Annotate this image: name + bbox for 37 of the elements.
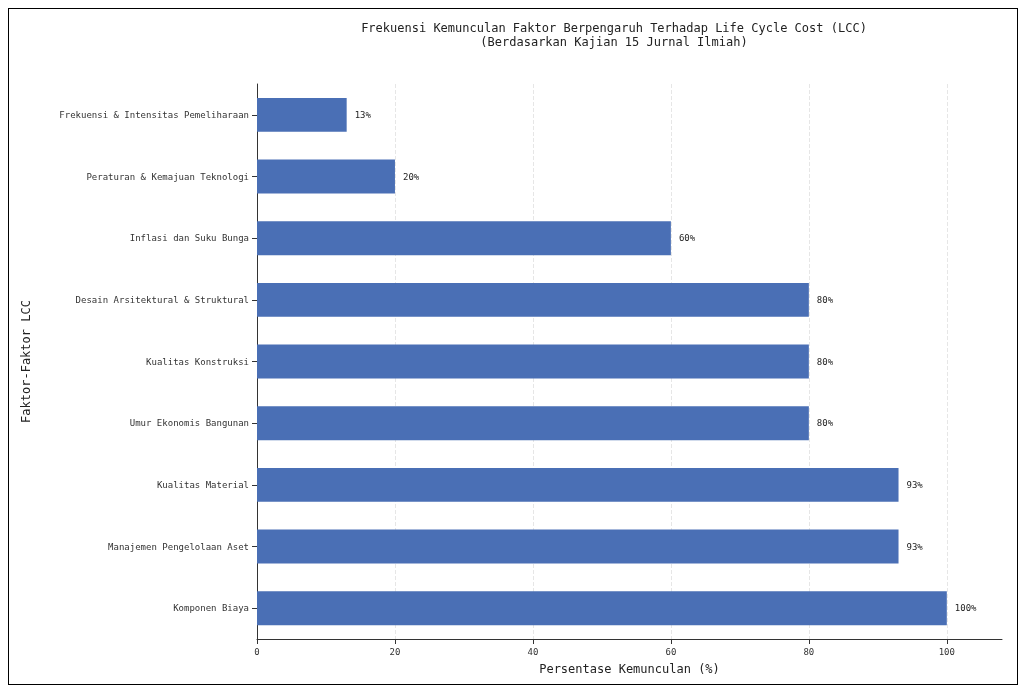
bar <box>257 591 947 626</box>
chart-subtitle: (Berdasarkan Kajian 15 Jurnal Ilmiah) <box>480 35 748 49</box>
data-label: 100% <box>954 603 978 614</box>
bar <box>257 282 809 317</box>
y-tick-label: Komponen Biaya <box>173 603 249 614</box>
data-label: 80% <box>816 356 834 367</box>
bar <box>257 97 347 132</box>
x-tick-label: 20 <box>389 646 401 657</box>
bar <box>257 406 809 441</box>
data-label: 20% <box>402 171 420 182</box>
bar <box>257 221 671 256</box>
y-tick-label: Manajemen Pengelolaan Aset <box>108 541 249 552</box>
y-axis-title: Faktor-Faktor LCC <box>19 300 33 423</box>
y-tick-label: Inflasi dan Suku Bunga <box>129 233 249 244</box>
bar <box>257 159 395 194</box>
y-tick-label: Kualitas Konstruksi <box>146 356 249 367</box>
x-tick-label: 0 <box>254 646 260 657</box>
y-tick-label: Umur Ekonomis Bangunan <box>129 418 249 429</box>
data-label: 80% <box>816 418 834 429</box>
bar <box>257 344 809 379</box>
data-label: 93% <box>906 541 924 552</box>
x-tick-label: 40 <box>527 646 539 657</box>
y-tick-label: Frekuensi & Intensitas Pemeliharaan <box>59 109 249 120</box>
data-label: 60% <box>678 233 696 244</box>
bar <box>257 467 899 502</box>
y-tick-label: Peraturan & Kemajuan Teknologi <box>86 171 249 182</box>
chart-title: Frekuensi Kemunculan Faktor Berpengaruh Terhadap Life Cycle Cost (LCC) <box>361 21 867 35</box>
data-label: 93% <box>906 479 924 490</box>
bar <box>257 529 899 564</box>
y-tick-label: Kualitas Material <box>156 479 249 490</box>
y-tick-label: Desain Arsitektural & Struktural <box>75 294 249 305</box>
x-tick-label: 60 <box>665 646 677 657</box>
data-label: 80% <box>816 294 834 305</box>
data-label: 13% <box>354 109 372 120</box>
x-axis-title: Persentase Kemunculan (%) <box>539 662 720 676</box>
x-tick-label: 80 <box>803 646 815 657</box>
x-tick-label: 100 <box>938 646 955 657</box>
